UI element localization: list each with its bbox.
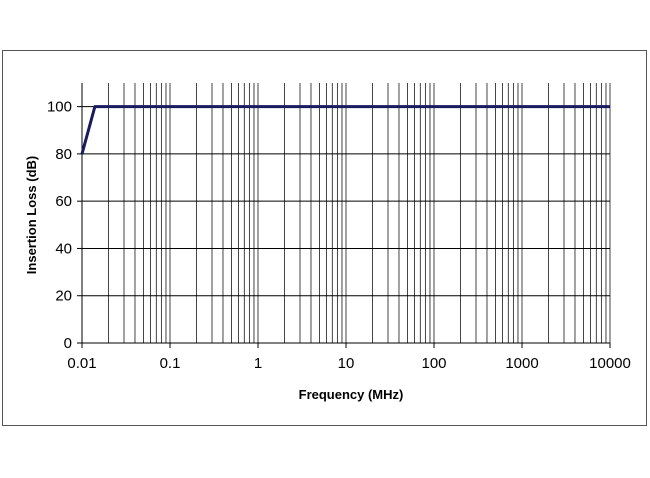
insertion-loss-line (80, 105, 610, 155)
x-tick-label: 1000 (505, 355, 538, 372)
x-tick-label: 0.1 (160, 355, 181, 372)
x-axis-label: Frequency (MHz) (299, 387, 404, 402)
x-tick-label: 1 (254, 355, 262, 372)
y-tick-label: 80 (55, 146, 72, 163)
x-tick-label: 0.01 (67, 355, 96, 372)
y-tick-label: 60 (55, 193, 72, 210)
y-tick-label: 0 (64, 335, 72, 352)
x-tick-label: 10000 (589, 355, 631, 372)
y-axis-label: Insertion Loss (dB) (24, 156, 39, 274)
y-tick-label: 100 (47, 99, 72, 116)
y-tick-label: 40 (55, 240, 72, 257)
x-tick-label: 10 (338, 355, 355, 372)
y-tick-label: 20 (55, 288, 72, 305)
chart-frame (2, 50, 647, 426)
x-tick-label: 100 (421, 355, 446, 372)
